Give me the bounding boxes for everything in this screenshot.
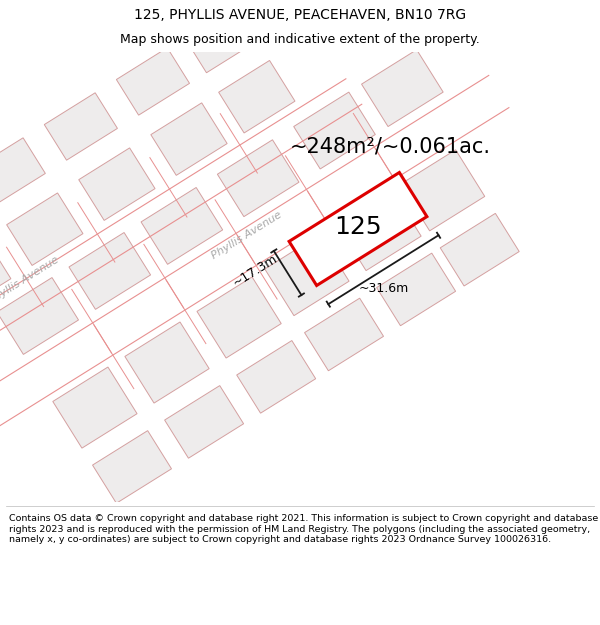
Polygon shape: [362, 50, 443, 126]
Polygon shape: [294, 92, 376, 169]
Polygon shape: [92, 431, 172, 503]
Text: Map shows position and indicative extent of the property.: Map shows position and indicative extent…: [120, 32, 480, 46]
Text: ~31.6m: ~31.6m: [358, 282, 409, 295]
Polygon shape: [184, 6, 257, 73]
Polygon shape: [265, 234, 349, 316]
Text: Contains OS data © Crown copyright and database right 2021. This information is : Contains OS data © Crown copyright and d…: [9, 514, 598, 544]
Polygon shape: [79, 148, 155, 221]
Text: 125: 125: [334, 215, 382, 239]
Polygon shape: [377, 253, 455, 326]
Text: 125, PHYLLIS AVENUE, PEACEHAVEN, BN10 7RG: 125, PHYLLIS AVENUE, PEACEHAVEN, BN10 7R…: [134, 8, 466, 21]
Polygon shape: [289, 173, 427, 286]
Polygon shape: [141, 188, 223, 264]
Polygon shape: [44, 92, 118, 160]
Polygon shape: [218, 61, 295, 133]
Text: ~248m²/~0.061ac.: ~248m²/~0.061ac.: [290, 137, 491, 157]
Polygon shape: [53, 367, 137, 448]
Text: ~17.3m: ~17.3m: [230, 252, 280, 290]
Polygon shape: [0, 238, 11, 311]
Polygon shape: [69, 232, 151, 309]
Polygon shape: [0, 138, 46, 205]
Polygon shape: [116, 48, 190, 115]
Polygon shape: [151, 103, 227, 176]
Polygon shape: [164, 386, 244, 458]
Polygon shape: [217, 140, 299, 217]
Text: Phyllis Avenue: Phyllis Avenue: [0, 254, 61, 306]
Polygon shape: [0, 278, 79, 354]
Polygon shape: [197, 277, 281, 358]
Polygon shape: [237, 341, 316, 413]
Polygon shape: [7, 193, 83, 266]
Polygon shape: [400, 150, 485, 231]
Polygon shape: [440, 213, 519, 286]
Text: Phyllis Avenue: Phyllis Avenue: [209, 209, 284, 261]
Polygon shape: [305, 298, 383, 371]
Polygon shape: [125, 322, 209, 403]
Polygon shape: [337, 189, 421, 271]
